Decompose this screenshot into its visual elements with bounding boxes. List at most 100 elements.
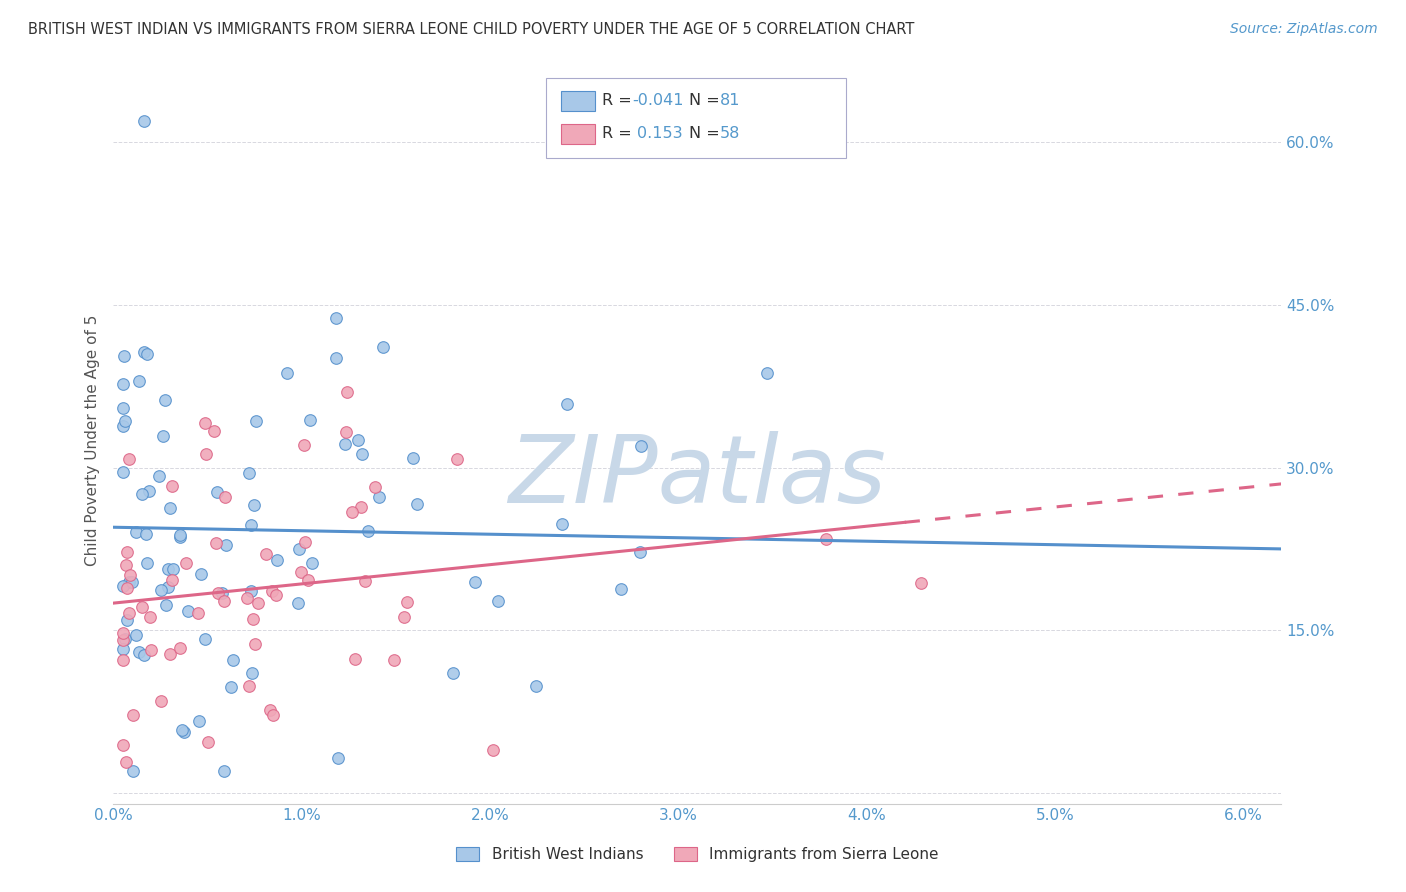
Point xyxy=(111,641,134,656)
Point xyxy=(111,738,134,752)
Text: ZIPatlas: ZIPatlas xyxy=(509,432,886,523)
Point xyxy=(197,735,219,749)
Point xyxy=(207,586,229,600)
Point xyxy=(325,351,347,365)
Point xyxy=(524,679,547,693)
Point xyxy=(335,437,357,451)
Point xyxy=(371,340,394,354)
Point xyxy=(262,584,284,599)
Point xyxy=(482,743,505,757)
Text: Source: ZipAtlas.com: Source: ZipAtlas.com xyxy=(1230,22,1378,37)
Point xyxy=(122,707,145,722)
Point xyxy=(346,434,368,448)
Point xyxy=(405,497,427,511)
Point xyxy=(205,536,228,550)
Point xyxy=(135,347,157,361)
Point xyxy=(464,574,486,589)
Point xyxy=(254,547,277,561)
Point xyxy=(246,596,269,610)
Point xyxy=(350,500,373,514)
Point xyxy=(301,556,323,570)
Point xyxy=(357,524,380,539)
Point xyxy=(354,574,377,588)
Point xyxy=(136,556,159,570)
Point xyxy=(162,574,184,588)
Legend: British West Indians, Immigrants from Sierra Leone: British West Indians, Immigrants from Si… xyxy=(450,841,945,869)
Point xyxy=(132,648,155,662)
Point xyxy=(264,588,287,602)
Text: R =: R = xyxy=(602,94,637,108)
Point xyxy=(239,517,262,532)
Point xyxy=(114,414,136,428)
Point xyxy=(287,597,309,611)
Point xyxy=(125,525,148,540)
Point xyxy=(190,567,212,582)
Text: N =: N = xyxy=(689,94,725,108)
Point xyxy=(162,562,184,576)
Point xyxy=(115,581,138,595)
Point xyxy=(814,533,837,547)
Point xyxy=(118,451,141,466)
Point xyxy=(335,425,357,440)
Point xyxy=(118,606,141,620)
Point xyxy=(160,479,183,493)
Point xyxy=(395,595,418,609)
Point xyxy=(169,530,191,544)
Point xyxy=(194,447,217,461)
Point xyxy=(205,485,228,500)
Point xyxy=(139,610,162,624)
Point xyxy=(382,653,405,667)
Point xyxy=(111,652,134,666)
Point xyxy=(149,694,172,708)
Point xyxy=(259,703,281,717)
Point xyxy=(135,527,157,541)
Point xyxy=(266,553,288,567)
Point xyxy=(138,483,160,498)
Point xyxy=(245,637,267,651)
Point xyxy=(139,642,162,657)
Point xyxy=(194,632,217,647)
Point xyxy=(550,516,572,531)
Point xyxy=(134,345,156,359)
Point xyxy=(364,480,387,494)
Point xyxy=(238,680,260,694)
Point xyxy=(243,498,266,512)
Point xyxy=(132,113,155,128)
Point xyxy=(610,582,633,596)
Point xyxy=(121,574,143,589)
Point xyxy=(111,418,134,433)
Point xyxy=(111,626,134,640)
Point xyxy=(117,545,139,559)
Point xyxy=(211,585,233,599)
Point xyxy=(214,538,236,552)
Point xyxy=(155,392,177,407)
Text: 0.153: 0.153 xyxy=(637,127,682,141)
Point xyxy=(111,401,134,415)
Point xyxy=(169,527,191,541)
Point xyxy=(402,451,425,466)
Point xyxy=(187,714,209,728)
Point xyxy=(325,311,347,326)
Text: -0.041: -0.041 xyxy=(633,94,685,108)
Text: BRITISH WEST INDIAN VS IMMIGRANTS FROM SIERRA LEONE CHILD POVERTY UNDER THE AGE : BRITISH WEST INDIAN VS IMMIGRANTS FROM S… xyxy=(28,22,914,37)
Point xyxy=(222,653,245,667)
Point xyxy=(172,723,194,738)
Point xyxy=(176,604,198,618)
Point xyxy=(288,542,311,557)
Point xyxy=(245,413,267,427)
Point xyxy=(221,680,243,694)
Point xyxy=(114,632,136,646)
Point xyxy=(187,606,209,620)
Point xyxy=(214,490,236,504)
Point xyxy=(299,412,322,426)
Point xyxy=(630,439,652,453)
Point xyxy=(486,594,509,608)
Point xyxy=(352,446,374,460)
Point xyxy=(131,487,153,501)
Text: 58: 58 xyxy=(720,127,740,141)
Point xyxy=(111,376,134,391)
Point xyxy=(290,566,312,580)
Point xyxy=(128,374,150,388)
Point xyxy=(755,366,778,380)
Point xyxy=(441,665,464,680)
